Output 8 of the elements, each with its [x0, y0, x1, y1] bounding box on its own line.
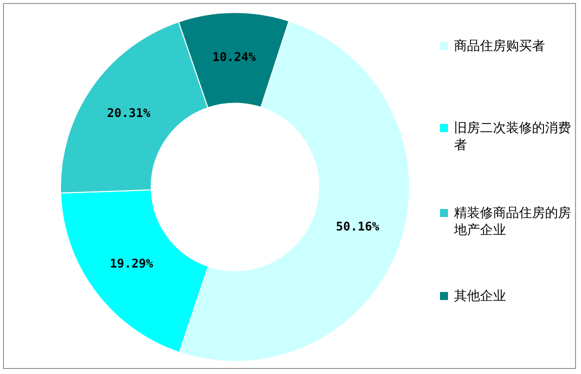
data-label: 19.29%	[110, 256, 154, 270]
legend-label: 其他企业	[454, 288, 506, 305]
data-label: 50.16%	[336, 220, 380, 234]
legend-label: 精装修商品住房的房地产企业	[454, 205, 572, 239]
data-label: 20.31%	[107, 106, 152, 120]
data-label: 10.24%	[212, 50, 256, 64]
legend-label: 旧房二次装修的消费者	[454, 120, 572, 154]
legend-label: 商品住房购买者	[454, 38, 545, 55]
